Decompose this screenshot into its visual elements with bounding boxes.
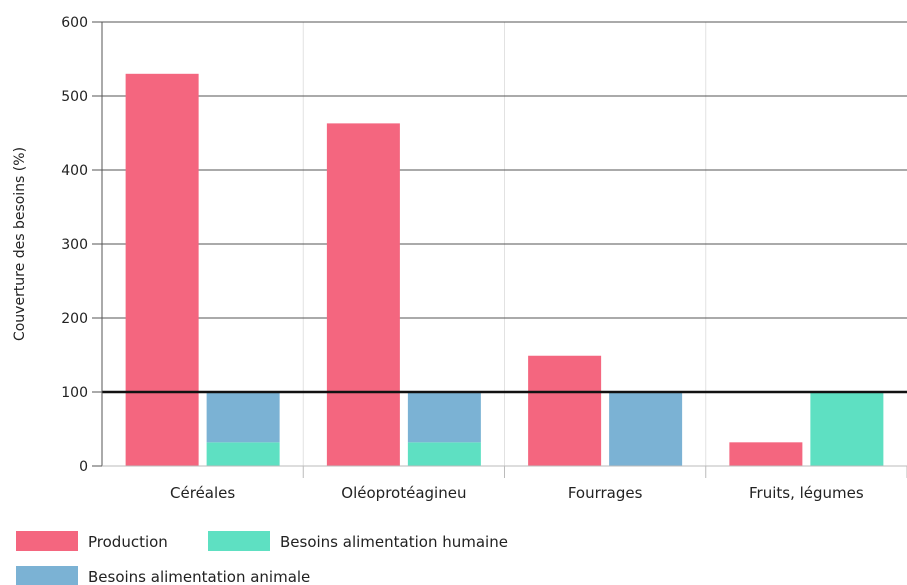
x-tick-label: Oléoprotéagineu	[341, 484, 466, 502]
y-tick-label: 100	[61, 385, 88, 401]
bar-besoins-animale	[609, 392, 683, 466]
y-tick-label: 400	[61, 163, 88, 179]
bar-besoins-humaine	[810, 392, 884, 466]
bar-production	[729, 442, 803, 466]
legend-label: Production	[88, 533, 168, 551]
y-tick-label: 200	[61, 311, 88, 327]
bar-production	[326, 123, 400, 466]
bar-besoins-animale	[206, 392, 280, 443]
legend-swatch	[16, 566, 78, 585]
legend-label: Besoins alimentation animale	[88, 568, 310, 585]
bar-besoins-humaine	[407, 442, 481, 466]
legend-swatch	[208, 531, 270, 551]
bar-production	[528, 355, 602, 466]
legend: Production Besoins alimentation humaine Be…	[16, 531, 508, 585]
y-tick-label: 600	[61, 15, 88, 31]
axes: 0 100 200 300 400 500 600 Céréales Oléoprotéagin…	[61, 15, 907, 502]
bar-besoins-humaine	[206, 442, 280, 466]
x-tick-label: Céréales	[170, 484, 235, 502]
bar-besoins-animale	[407, 392, 481, 443]
legend-label: Besoins alimentation humaine	[280, 533, 508, 551]
x-tick-label: Fourrages	[568, 484, 643, 502]
legend-swatch	[16, 531, 78, 551]
y-tick-label: 300	[61, 237, 88, 253]
x-tick-label: Fruits, légumes	[749, 484, 864, 502]
y-tick-label: 0	[79, 459, 88, 475]
bars	[102, 73, 907, 467]
bar-production	[125, 73, 199, 467]
y-axis-title: Couverture des besoins (%)	[12, 147, 28, 341]
y-tick-label: 500	[61, 89, 88, 105]
